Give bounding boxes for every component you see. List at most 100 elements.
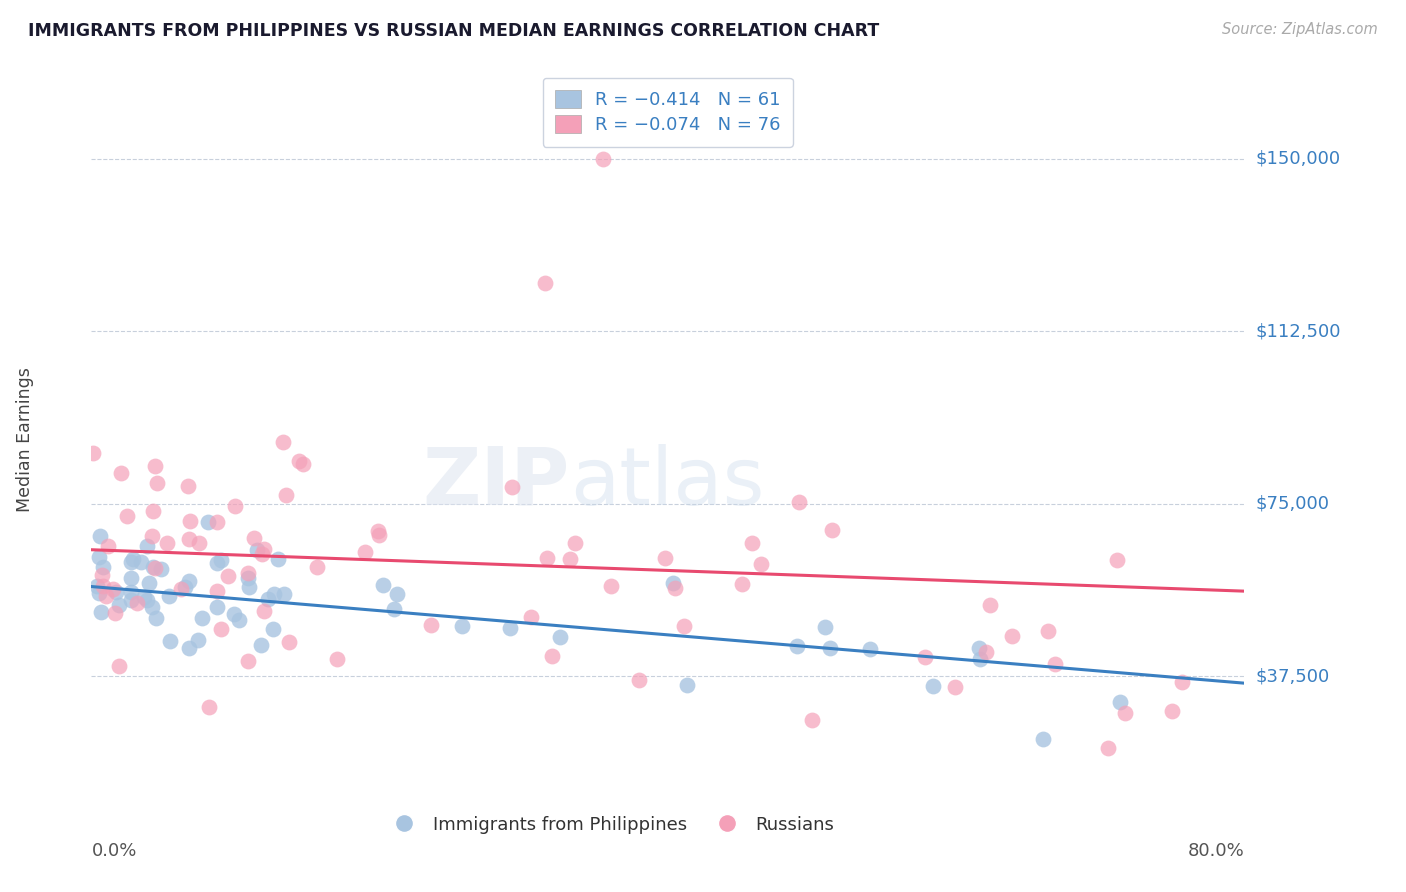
Point [969, 652, 991, 666]
Point [273, 587, 295, 601]
Point [253, 603, 276, 617]
Point [1170, 674, 1192, 689]
Point [120, 571, 142, 585]
Point [276, 488, 298, 502]
Point [541, 648, 564, 663]
Point [859, 642, 882, 657]
Point [190, 611, 212, 625]
Point [560, 551, 582, 566]
Point [89, 586, 111, 600]
Point [741, 535, 763, 549]
Point [246, 543, 269, 558]
Point [91, 560, 114, 574]
Point [89, 528, 111, 542]
Point [108, 659, 131, 673]
Point [149, 562, 172, 576]
Point [197, 700, 219, 714]
Point [253, 541, 276, 556]
Point [104, 585, 127, 599]
Point [205, 516, 228, 530]
Point [1161, 704, 1184, 718]
Point [97, 540, 120, 554]
Point [209, 553, 232, 567]
Text: $75,000: $75,000 [1256, 495, 1330, 513]
Point [205, 556, 228, 570]
Text: IMMIGRANTS FROM PHILIPPINES VS RUSSIAN MEDIAN EARNINGS CORRELATION CHART: IMMIGRANTS FROM PHILIPPINES VS RUSSIAN M… [28, 22, 879, 40]
Point [132, 590, 155, 604]
Point [267, 552, 290, 566]
Point [751, 557, 773, 571]
Point [143, 561, 166, 575]
Point [115, 509, 138, 524]
Point [354, 545, 377, 559]
Point [1097, 740, 1119, 755]
Point [1001, 629, 1024, 643]
Point [242, 532, 264, 546]
Point [90, 605, 112, 619]
Point [1114, 706, 1136, 720]
Point [179, 514, 201, 528]
Point [224, 500, 246, 514]
Point [801, 713, 824, 727]
Point [252, 548, 274, 562]
Text: 80.0%: 80.0% [1188, 842, 1244, 860]
Point [156, 536, 179, 550]
Legend: Immigrants from Philippines, Russians: Immigrants from Philippines, Russians [378, 808, 842, 841]
Point [205, 584, 228, 599]
Point [120, 593, 142, 607]
Point [943, 680, 966, 694]
Point [238, 581, 260, 595]
Point [127, 596, 149, 610]
Point [664, 581, 686, 595]
Point [820, 640, 842, 655]
Point [564, 536, 586, 550]
Point [628, 673, 651, 688]
Point [654, 550, 676, 565]
Point [120, 585, 142, 599]
Text: atlas: atlas [569, 444, 765, 522]
Point [1032, 732, 1054, 747]
Point [368, 527, 391, 541]
Point [104, 606, 127, 620]
Point [914, 650, 936, 665]
Point [94, 590, 117, 604]
Text: 0.0%: 0.0% [91, 842, 136, 860]
Point [921, 679, 943, 693]
Point [197, 515, 219, 529]
Point [136, 540, 159, 554]
Point [420, 618, 443, 632]
Point [121, 552, 143, 566]
Point [673, 619, 696, 633]
Point [222, 607, 245, 621]
Point [1043, 657, 1066, 672]
Point [382, 602, 405, 616]
Point [534, 276, 557, 290]
Point [157, 589, 180, 603]
Text: ZIP: ZIP [423, 444, 569, 522]
Point [107, 598, 129, 612]
Text: Median Earnings: Median Earnings [15, 367, 34, 512]
Point [135, 593, 157, 607]
Point [228, 614, 250, 628]
Point [548, 630, 571, 644]
Point [786, 639, 808, 653]
Point [170, 582, 193, 596]
Point [974, 645, 997, 659]
Point [271, 435, 294, 450]
Point [499, 621, 522, 635]
Point [145, 611, 167, 625]
Point [367, 524, 389, 539]
Point [177, 532, 200, 546]
Point [82, 446, 104, 460]
Point [1108, 695, 1130, 709]
Text: $112,500: $112,500 [1256, 322, 1341, 340]
Point [91, 568, 114, 582]
Point [820, 523, 842, 537]
Point [263, 587, 285, 601]
Point [288, 454, 311, 468]
Point [177, 479, 200, 493]
Point [307, 559, 329, 574]
Point [187, 535, 209, 549]
Point [599, 579, 621, 593]
Point [249, 638, 271, 652]
